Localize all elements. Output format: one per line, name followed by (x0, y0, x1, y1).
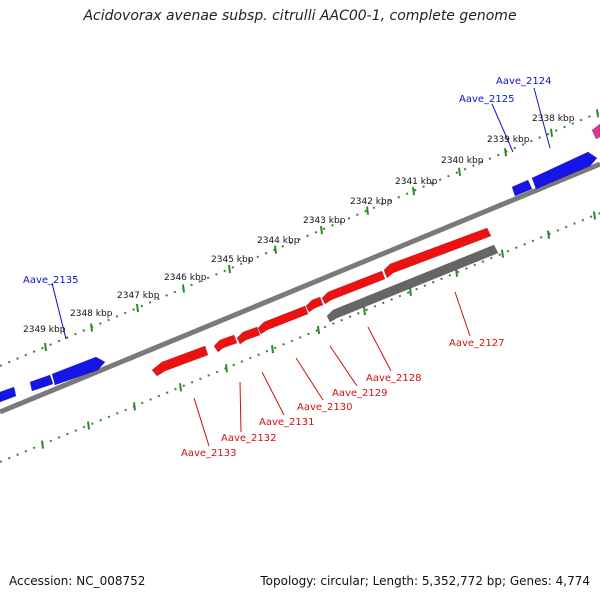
gene-label-forward[interactable]: Aave_2125 (459, 94, 515, 105)
major-tick (274, 245, 277, 254)
gene-arrow-forward[interactable] (0, 386, 17, 403)
gene-arrow-reverse[interactable] (213, 334, 238, 353)
major-tick (271, 344, 274, 354)
major-tick (87, 421, 90, 430)
gene-arrow-forward[interactable] (511, 179, 533, 197)
major-tick (90, 323, 93, 332)
major-tick (317, 325, 320, 335)
gene-label-reverse[interactable]: Aave_2127 (449, 338, 505, 349)
gene-label-reverse[interactable]: Aave_2131 (259, 417, 315, 428)
major-tick (596, 109, 599, 118)
genome-backbone (0, 161, 600, 415)
major-tick (41, 440, 44, 449)
major-tick (44, 342, 47, 352)
reverse-genes (151, 227, 492, 377)
gene-label-forward[interactable]: Aave_2135 (23, 275, 79, 286)
major-tick (409, 287, 412, 296)
gene-arrow-reverse[interactable] (257, 305, 309, 335)
map-title: Acidovorax avenae subsp. citrulli AAC00-… (83, 8, 517, 24)
gene-arrow-forward[interactable] (51, 356, 106, 386)
major-tick (550, 128, 553, 137)
gene-arrow-reverse[interactable] (383, 227, 492, 279)
gene-arrow-reverse[interactable] (305, 296, 324, 313)
inner-major-ticks (41, 211, 596, 449)
major-tick (458, 167, 461, 176)
major-tick (133, 402, 136, 411)
gene-labels: Aave_2124 Aave_2125 Aave_2135 Aave_2127 … (23, 76, 552, 459)
inner-tick-track (0, 212, 600, 463)
major-tick (593, 211, 596, 220)
accession-text: Accession: NC_008752 (9, 574, 146, 588)
scale-label: 2342 kbp (350, 197, 393, 207)
label-leaders (51, 87, 551, 447)
gene-arrow-reverse[interactable] (236, 326, 261, 345)
gene-label-reverse[interactable]: Aave_2132 (221, 433, 277, 444)
major-tick (504, 148, 507, 157)
scale-labels: 2338 kbp 2339 kbp 2340 kbp 2341 kbp 2342… (23, 114, 575, 335)
scale-label: 2343 kbp (303, 216, 346, 226)
major-tick (320, 225, 323, 235)
major-tick (179, 383, 182, 392)
genome-summary-text: Topology: circular; Length: 5,352,772 bp… (260, 574, 590, 588)
gene-arrow-forward[interactable] (29, 374, 54, 392)
major-tick (182, 284, 185, 293)
gene-label-reverse[interactable]: Aave_2129 (332, 388, 388, 399)
scale-label: 2341 kbp (395, 177, 438, 187)
outer-major-ticks (44, 109, 599, 352)
major-tick (363, 306, 366, 316)
major-tick (412, 187, 415, 196)
gene-arrow-reverse-grey[interactable] (326, 244, 499, 323)
major-tick (501, 249, 504, 258)
scale-label: 2345 kbp (211, 255, 254, 265)
gene-label-reverse[interactable]: Aave_2128 (366, 373, 422, 384)
outer-tick-track (0, 111, 600, 367)
scale-label: 2348 kbp (70, 309, 113, 319)
major-tick (225, 364, 228, 373)
gene-arrow-reverse[interactable] (321, 270, 386, 305)
gene-arrow-forward[interactable] (531, 151, 598, 190)
gene-arrow-reverse[interactable] (151, 345, 209, 377)
scale-label: 2338 kbp (532, 114, 575, 124)
gene-arrow-magenta[interactable] (591, 123, 600, 140)
scale-label: 2339 kbp (487, 135, 530, 145)
major-tick (228, 264, 231, 274)
scale-label: 2349 kbp (23, 325, 66, 335)
scale-label: 2340 kbp (441, 156, 484, 166)
major-tick (547, 230, 550, 239)
major-tick (136, 303, 139, 313)
scale-label: 2347 kbp (117, 291, 160, 301)
forward-genes (0, 151, 598, 403)
gene-label-reverse[interactable]: Aave_2130 (297, 402, 353, 413)
major-tick (366, 206, 369, 215)
major-tick (455, 268, 458, 277)
gene-label-reverse[interactable]: Aave_2133 (181, 448, 237, 459)
scale-label: 2346 kbp (164, 273, 207, 283)
scale-label: 2344 kbp (257, 236, 300, 246)
gene-label-forward[interactable]: Aave_2124 (496, 76, 552, 87)
